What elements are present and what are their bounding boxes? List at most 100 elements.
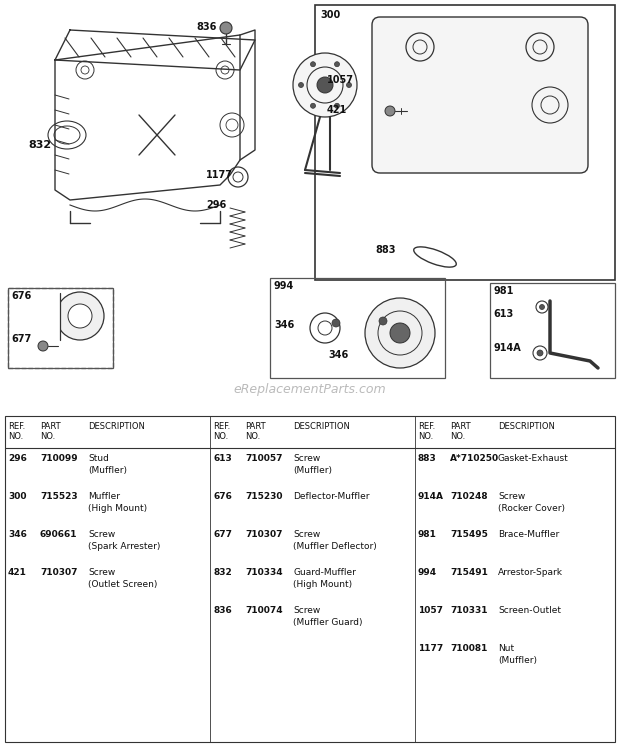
Text: 715491: 715491 [450, 568, 488, 577]
Circle shape [335, 103, 340, 109]
Text: REF.: REF. [418, 422, 435, 431]
Text: (Muffler): (Muffler) [88, 466, 127, 475]
Bar [270, 278, 445, 378]
Text: (Muffler Deflector): (Muffler Deflector) [293, 542, 377, 551]
Text: 613: 613 [213, 454, 232, 463]
Text: 710074: 710074 [245, 606, 283, 615]
Text: 300: 300 [8, 492, 27, 501]
Text: 421: 421 [8, 568, 27, 577]
Circle shape [293, 53, 357, 117]
Text: 690661: 690661 [40, 530, 78, 539]
Text: 710331: 710331 [450, 606, 487, 615]
Text: 883: 883 [375, 245, 396, 255]
Text: 677: 677 [213, 530, 232, 539]
Text: Arrestor-Spark: Arrestor-Spark [498, 568, 563, 577]
Bar [8, 288, 113, 368]
Text: 296: 296 [8, 454, 27, 463]
Circle shape [332, 319, 340, 327]
Text: (High Mount): (High Mount) [88, 504, 147, 513]
Text: PART: PART [245, 422, 265, 431]
Text: REF.: REF. [8, 422, 25, 431]
Text: 836: 836 [196, 22, 216, 32]
Text: 715495: 715495 [450, 530, 488, 539]
Text: 300: 300 [320, 10, 340, 20]
Circle shape [56, 292, 104, 340]
Text: Screw: Screw [293, 530, 321, 539]
Text: 914A: 914A [493, 343, 521, 353]
Text: NO.: NO. [245, 432, 260, 441]
Text: 994: 994 [273, 281, 293, 291]
Text: 676: 676 [213, 492, 232, 501]
Text: 715230: 715230 [245, 492, 283, 501]
Text: A*710250: A*710250 [450, 454, 499, 463]
Text: 883: 883 [418, 454, 436, 463]
FancyBboxPatch shape [372, 17, 588, 173]
Text: 715523: 715523 [40, 492, 78, 501]
Text: 914A: 914A [418, 492, 444, 501]
Circle shape [220, 22, 232, 34]
Text: 832: 832 [28, 140, 51, 150]
Text: 836: 836 [213, 606, 232, 615]
Text: 710081: 710081 [450, 644, 487, 653]
Text: Gasket-Exhaust: Gasket-Exhaust [498, 454, 569, 463]
Text: 677: 677 [11, 334, 31, 344]
Text: 1177: 1177 [418, 644, 443, 653]
Bar [5, 416, 615, 742]
Text: (Muffler): (Muffler) [498, 656, 537, 665]
Text: 710057: 710057 [245, 454, 283, 463]
Circle shape [390, 323, 410, 343]
Circle shape [365, 298, 435, 368]
Text: 710099: 710099 [40, 454, 78, 463]
Circle shape [317, 77, 333, 93]
Text: 710307: 710307 [245, 530, 283, 539]
Circle shape [68, 304, 92, 328]
Bar [38, 292, 60, 342]
Text: 1057: 1057 [327, 75, 354, 85]
Text: PART: PART [40, 422, 61, 431]
Text: 346: 346 [8, 530, 27, 539]
Text: NO.: NO. [40, 432, 55, 441]
Text: (Muffler): (Muffler) [293, 466, 332, 475]
Text: (Rocker Cover): (Rocker Cover) [498, 504, 565, 513]
Text: NO.: NO. [418, 432, 433, 441]
Circle shape [311, 62, 316, 67]
Text: NO.: NO. [8, 432, 24, 441]
Text: 832: 832 [213, 568, 232, 577]
Text: 981: 981 [418, 530, 437, 539]
Text: Screw: Screw [293, 454, 321, 463]
Text: Screw: Screw [88, 530, 115, 539]
Text: PART: PART [450, 422, 471, 431]
Text: DESCRIPTION: DESCRIPTION [293, 422, 350, 431]
Text: DESCRIPTION: DESCRIPTION [498, 422, 555, 431]
Text: 1057: 1057 [418, 606, 443, 615]
Text: REF.: REF. [213, 422, 230, 431]
Text: Screw: Screw [498, 492, 525, 501]
Text: 676: 676 [11, 291, 31, 301]
Circle shape [385, 106, 395, 116]
Text: 981: 981 [493, 286, 513, 296]
Text: 1177: 1177 [206, 170, 233, 180]
Text: 994: 994 [418, 568, 437, 577]
Text: 710334: 710334 [245, 568, 283, 577]
Text: 346: 346 [328, 350, 348, 360]
Circle shape [335, 62, 340, 67]
Text: Screen-Outlet: Screen-Outlet [498, 606, 561, 615]
Text: Nut: Nut [498, 644, 514, 653]
Text: Stud: Stud [88, 454, 109, 463]
Text: 421: 421 [327, 105, 347, 115]
Text: 296: 296 [206, 200, 226, 210]
Text: Screw: Screw [88, 568, 115, 577]
Circle shape [298, 83, 304, 88]
Bar [8, 288, 113, 368]
Bar [490, 283, 615, 378]
Circle shape [537, 350, 543, 356]
Circle shape [38, 341, 48, 351]
Text: 710307: 710307 [40, 568, 78, 577]
Text: DESCRIPTION: DESCRIPTION [88, 422, 145, 431]
Text: Guard-Muffler: Guard-Muffler [293, 568, 356, 577]
Text: eReplacementParts.com: eReplacementParts.com [234, 383, 386, 397]
Text: Screw: Screw [293, 606, 321, 615]
Text: (Muffler Guard): (Muffler Guard) [293, 618, 363, 627]
Text: NO.: NO. [450, 432, 465, 441]
Bar [315, 5, 615, 280]
